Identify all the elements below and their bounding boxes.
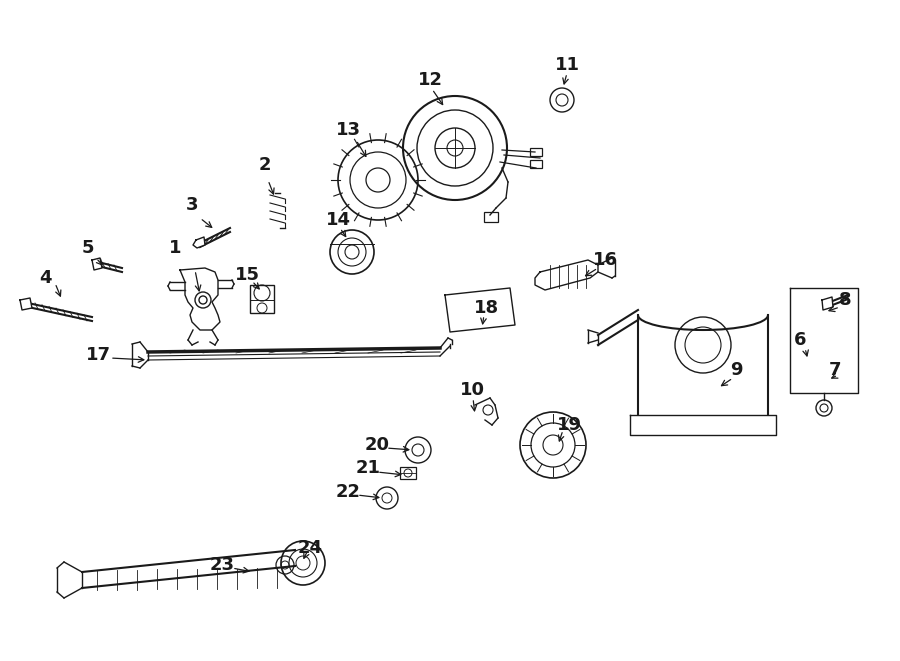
Text: 24: 24 <box>298 539 322 557</box>
Bar <box>530 160 542 168</box>
Circle shape <box>829 301 847 319</box>
Circle shape <box>455 311 469 325</box>
Text: 23: 23 <box>210 556 235 574</box>
Polygon shape <box>445 288 515 332</box>
Text: 3: 3 <box>185 196 198 214</box>
Circle shape <box>800 306 808 314</box>
Text: 5: 5 <box>82 239 94 257</box>
Circle shape <box>289 549 317 577</box>
Bar <box>250 285 274 313</box>
Circle shape <box>473 309 487 323</box>
Text: 7: 7 <box>829 361 842 379</box>
Text: 1: 1 <box>169 239 181 257</box>
Text: 4: 4 <box>39 269 51 287</box>
Bar <box>484 212 498 222</box>
Text: 8: 8 <box>839 291 851 309</box>
Text: 12: 12 <box>418 71 443 89</box>
Polygon shape <box>790 288 858 393</box>
Circle shape <box>830 335 846 351</box>
Circle shape <box>830 362 846 378</box>
Circle shape <box>455 298 469 312</box>
Bar <box>400 467 416 479</box>
Text: 21: 21 <box>356 459 381 477</box>
Polygon shape <box>180 268 220 330</box>
Circle shape <box>404 469 412 477</box>
Circle shape <box>199 296 207 304</box>
Text: 14: 14 <box>326 211 350 229</box>
Circle shape <box>477 300 483 306</box>
Bar <box>530 148 542 156</box>
Text: 18: 18 <box>473 299 499 317</box>
Circle shape <box>834 306 842 314</box>
Circle shape <box>796 335 812 351</box>
Text: 19: 19 <box>556 416 581 434</box>
Text: 20: 20 <box>364 436 390 454</box>
Circle shape <box>473 296 487 310</box>
Text: 6: 6 <box>794 331 806 349</box>
Text: 22: 22 <box>336 483 361 501</box>
Circle shape <box>195 292 211 308</box>
Text: 2: 2 <box>259 156 271 174</box>
Text: 16: 16 <box>592 251 617 269</box>
Text: 9: 9 <box>730 361 742 379</box>
Polygon shape <box>92 258 102 270</box>
Polygon shape <box>822 297 833 310</box>
Text: 15: 15 <box>235 266 259 284</box>
Polygon shape <box>535 260 598 290</box>
Text: 10: 10 <box>460 381 484 399</box>
Circle shape <box>459 315 465 321</box>
Circle shape <box>477 313 483 319</box>
Text: 13: 13 <box>336 121 361 139</box>
Circle shape <box>459 302 465 308</box>
Circle shape <box>796 362 812 378</box>
Text: 17: 17 <box>86 346 111 364</box>
Polygon shape <box>630 415 776 435</box>
Circle shape <box>795 301 813 319</box>
Polygon shape <box>193 237 205 248</box>
Polygon shape <box>20 298 32 310</box>
Text: 11: 11 <box>554 56 580 74</box>
